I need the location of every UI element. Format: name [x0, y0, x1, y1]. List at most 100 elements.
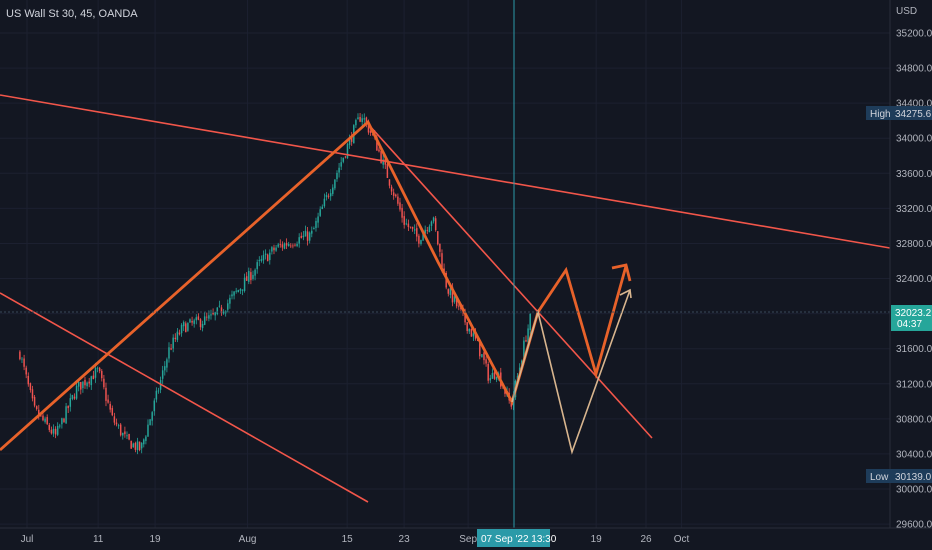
candle-down: [392, 192, 395, 196]
candle-up: [260, 259, 263, 261]
candle-down: [266, 254, 269, 262]
candle-up: [151, 412, 153, 421]
candle-up: [176, 331, 179, 340]
candle-down: [369, 130, 372, 133]
time-tick-label: Oct: [674, 534, 690, 545]
candle-up: [271, 247, 273, 252]
projection-path[interactable]: [511, 289, 631, 455]
candle-up: [321, 206, 324, 210]
candle-down: [29, 383, 32, 390]
time-tick-label: 23: [399, 534, 411, 545]
price-tick-label: 34800.0: [896, 64, 932, 75]
candle-up: [239, 289, 242, 291]
lower-trendline[interactable]: [0, 292, 369, 503]
candle-up: [153, 400, 156, 412]
candle-down: [455, 297, 458, 307]
wave-arrowhead-1: [611, 263, 632, 282]
candle-down: [409, 226, 412, 228]
candle-down: [178, 332, 181, 335]
candle-up: [65, 406, 67, 424]
candle-up: [189, 319, 191, 323]
price-axis[interactable]: [890, 0, 932, 528]
price-tick-label: 34000.0: [896, 134, 932, 145]
candle-up: [481, 354, 483, 358]
candle-up: [308, 232, 311, 241]
candle-up: [357, 117, 359, 120]
candle-down: [502, 387, 504, 389]
price-tick-label: 35200.0: [896, 29, 932, 40]
candle-up: [453, 296, 456, 302]
candle-up: [275, 247, 277, 251]
candle-up: [214, 312, 216, 316]
candle-down: [350, 136, 353, 142]
candle-up: [449, 288, 452, 295]
upper-trendline[interactable]: [0, 94, 891, 249]
candle-up: [264, 253, 267, 256]
candle-up: [237, 290, 240, 293]
candle-down: [220, 307, 223, 313]
candle-down: [212, 312, 214, 315]
current-price-value: 32023.2: [895, 308, 932, 319]
candle-down: [80, 381, 82, 390]
candle-up: [166, 359, 168, 368]
candle-down: [250, 272, 252, 281]
candle-down: [441, 253, 443, 269]
candle-down: [84, 379, 86, 386]
candle-up: [164, 366, 166, 371]
price-tick-label: 31600.0: [896, 344, 932, 355]
candle-up: [338, 167, 340, 173]
candle-up: [59, 425, 61, 427]
price-tick-label: 32800.0: [896, 239, 932, 250]
candle-down: [124, 431, 126, 435]
candle-up: [155, 390, 158, 400]
low-label: Low: [870, 472, 889, 483]
candle-up: [227, 303, 229, 310]
time-axis[interactable]: [0, 528, 890, 550]
candle-up: [334, 179, 336, 189]
candle-up: [315, 220, 317, 229]
candle-down: [434, 218, 437, 231]
candle-down: [197, 316, 200, 320]
candle-up: [296, 243, 298, 247]
candle-down: [344, 156, 347, 158]
candle-up: [529, 313, 531, 331]
candle-down: [390, 186, 393, 192]
candle-down: [281, 244, 284, 248]
drawings: [0, 94, 891, 503]
time-tick-label: 15: [342, 534, 354, 545]
candle-down: [439, 243, 441, 252]
candle-down: [128, 433, 130, 440]
candle-up: [422, 233, 424, 241]
candle-down: [54, 428, 57, 435]
candle-down: [426, 229, 429, 231]
projection-arrowhead: [619, 288, 632, 299]
candle-up: [269, 252, 271, 261]
candle-down: [92, 375, 95, 380]
candle-up: [361, 118, 363, 123]
candle-up: [287, 244, 290, 247]
candle-up: [168, 347, 170, 359]
candle-up: [420, 240, 422, 244]
candle-down: [378, 149, 380, 152]
candle-up: [495, 376, 498, 380]
crosshair-date: 07 Sep '22 13:30: [481, 534, 557, 545]
candle-down: [401, 207, 403, 218]
candle-down: [174, 337, 177, 340]
candle-up: [143, 439, 145, 445]
candle-down: [403, 216, 405, 225]
time-tick-label: Jul: [21, 534, 34, 545]
descending-trendline[interactable]: [367, 123, 653, 439]
candle-up: [342, 157, 345, 162]
candle-down: [285, 243, 288, 246]
candle-up: [243, 277, 246, 291]
high-value: 34275.6: [895, 109, 932, 120]
candle-down: [380, 150, 382, 164]
candle-up: [254, 269, 256, 276]
candle-up: [311, 230, 313, 234]
time-tick-label: Aug: [239, 534, 257, 545]
candle-down: [290, 245, 292, 247]
current-price-badge: 32023.2 04:37: [891, 305, 932, 331]
candle-up: [489, 378, 492, 381]
